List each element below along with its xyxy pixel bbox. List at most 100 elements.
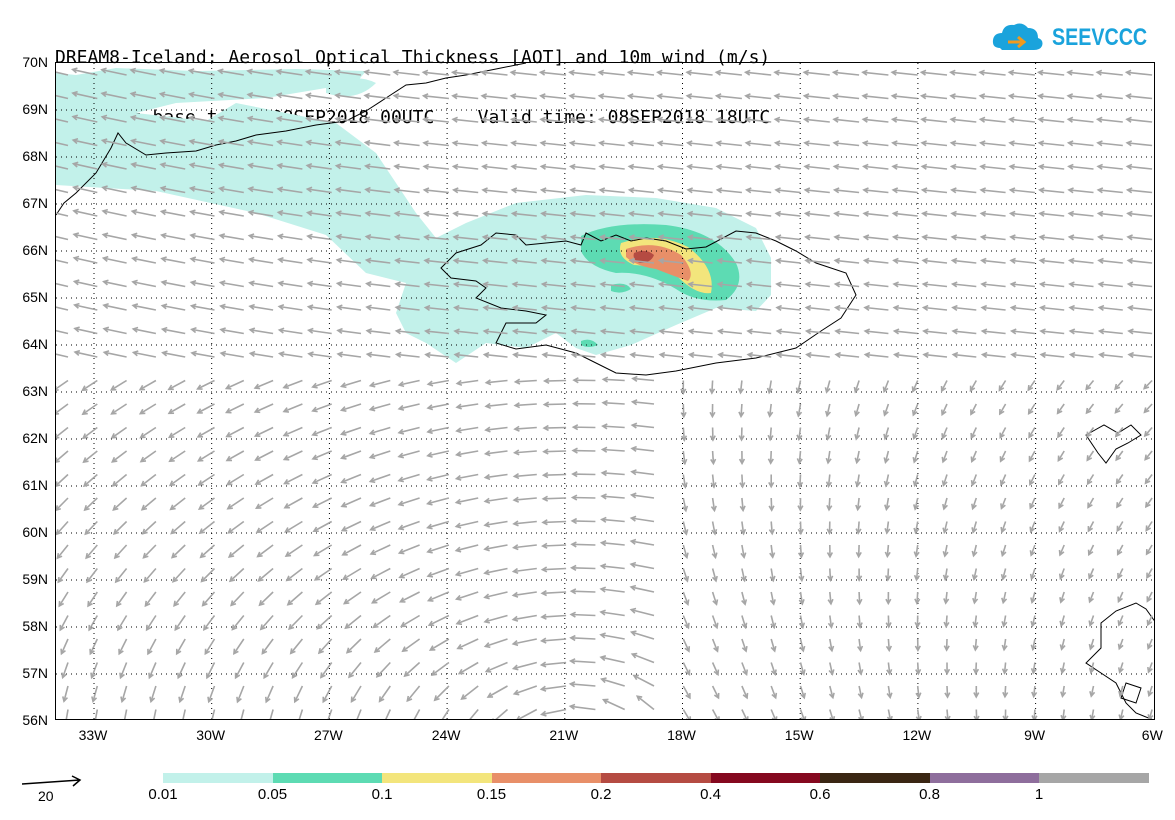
wind-arrow: [276, 162, 303, 170]
wind-arrow: [482, 304, 508, 312]
wind-arrow: [796, 474, 804, 489]
wind-arrow: [512, 685, 538, 696]
wind-arrow: [140, 473, 157, 487]
wind-arrow: [397, 544, 420, 555]
wind-arrow: [511, 328, 537, 335]
wind-arrow: [999, 474, 1007, 487]
wind-arrow: [336, 327, 362, 335]
wind-arrow: [539, 163, 567, 170]
wind-arrow: [970, 450, 978, 464]
wind-arrow: [1008, 163, 1035, 170]
wind-arrow: [745, 257, 772, 264]
wind-arrow: [919, 69, 948, 76]
wind-arrow: [62, 685, 69, 703]
wind-arrow: [862, 257, 889, 264]
wind-arrow: [1146, 568, 1153, 580]
wind-arrow: [102, 326, 127, 335]
wind-arrow: [394, 304, 420, 311]
wind-arrow: [570, 351, 596, 359]
wind-arrow: [940, 380, 948, 393]
wind-arrow: [56, 282, 69, 288]
wind-arrow: [972, 591, 979, 605]
map-panel[interactable]: [55, 62, 1155, 720]
wind-arrow: [1126, 210, 1153, 217]
wind-arrow: [1144, 497, 1153, 509]
wind-arrow: [452, 210, 479, 217]
wind-arrow: [882, 380, 890, 394]
wind-arrow: [571, 424, 596, 431]
wind-arrow: [368, 403, 391, 412]
wind-arrow: [100, 114, 127, 123]
wind-arrow: [159, 138, 186, 147]
wind-arrow: [769, 591, 776, 606]
wind-arrow: [1029, 521, 1036, 534]
lon-label: 27W: [313, 727, 343, 743]
wind-arrow: [980, 328, 1006, 335]
wind-arrow: [109, 379, 128, 391]
wind-arrow: [282, 403, 303, 413]
wind-arrow: [803, 210, 830, 217]
wind-arrow: [230, 591, 245, 607]
wind-arrow: [253, 426, 274, 438]
wind-arrow: [1117, 662, 1124, 674]
wind-arrow: [481, 210, 508, 217]
legend-level-label: 1: [1034, 786, 1044, 803]
wind-arrow: [276, 209, 303, 217]
wind-arrow: [385, 709, 392, 719]
wind-arrow: [775, 328, 801, 335]
wind-arrow: [774, 187, 801, 194]
wind-arrow: [509, 93, 537, 100]
wind-arrow: [254, 473, 274, 485]
wind-arrow: [123, 709, 128, 719]
wind-arrow: [454, 473, 479, 481]
wind-arrow: [246, 115, 274, 123]
wind-arrow: [774, 163, 801, 170]
wind-arrow: [56, 520, 69, 536]
wind-arrow: [949, 93, 977, 100]
wind-arrow: [368, 426, 391, 436]
wind-arrow: [920, 187, 948, 194]
wind-arrow: [853, 380, 860, 394]
wind-arrow: [275, 115, 303, 123]
wind-arrow: [685, 93, 713, 100]
wind-arrow: [911, 403, 919, 417]
wind-arrow: [454, 520, 479, 529]
wind-arrow: [685, 69, 713, 76]
wind-arrow: [628, 210, 655, 217]
wind-arrow: [797, 544, 805, 559]
wind-arrow: [856, 615, 863, 629]
wind-arrow: [799, 638, 806, 653]
wind-arrow: [921, 281, 948, 288]
wind-arrow: [950, 210, 977, 217]
wind-arrow: [247, 256, 274, 264]
wind-arrow: [944, 709, 951, 719]
wind-arrow: [746, 351, 772, 359]
wind-arrow: [540, 257, 567, 264]
wind-arrow: [56, 426, 69, 439]
wind-arrow: [832, 93, 860, 100]
wind-arrow: [1097, 257, 1123, 264]
wind-arrow: [160, 256, 186, 264]
wind-arrow: [1056, 380, 1065, 392]
wind-arrow: [422, 140, 449, 147]
wind-arrow: [158, 115, 186, 123]
wind-arrow: [890, 116, 918, 123]
wind-arrow: [189, 232, 215, 241]
wind-arrow: [102, 302, 127, 311]
wind-arrow: [131, 303, 157, 311]
wind-arrow: [248, 350, 274, 358]
wind-arrow: [950, 234, 977, 241]
wind-arrow: [484, 426, 508, 433]
wind-arrow: [885, 615, 892, 629]
wind-arrow: [1029, 544, 1036, 557]
wind-arrow: [483, 520, 508, 528]
wind-arrow: [568, 69, 596, 76]
wind-arrow: [143, 567, 157, 584]
wind-arrow: [767, 450, 774, 465]
wind-arrow: [629, 492, 655, 499]
wind-arrow: [979, 234, 1006, 241]
wind-arrow: [773, 93, 801, 100]
wind-arrow: [775, 281, 801, 288]
wind-arrow: [228, 567, 245, 583]
wind-arrow: [1038, 281, 1065, 288]
